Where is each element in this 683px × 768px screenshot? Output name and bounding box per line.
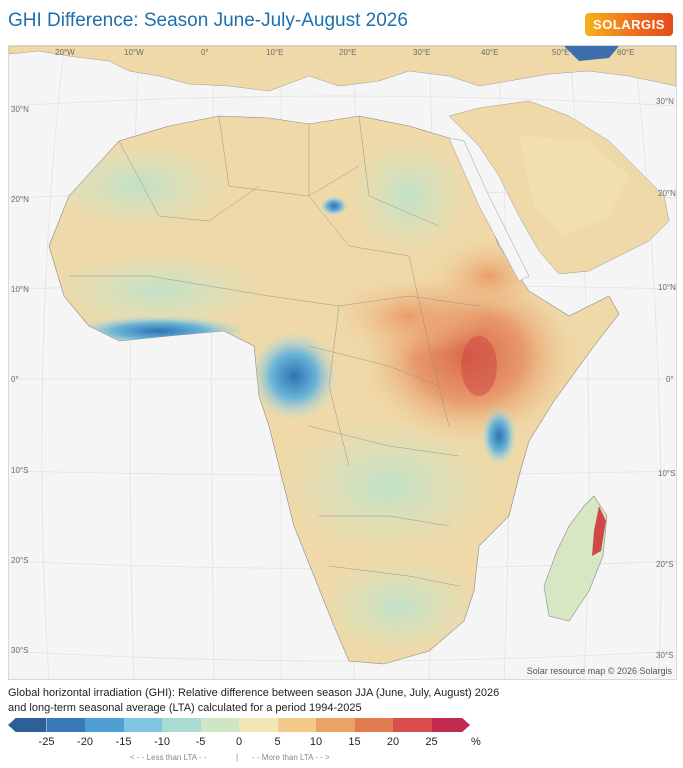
lat-label: 10°N [658,283,676,292]
black-sea [564,46,619,61]
legend-tick-label: -10 [154,736,170,748]
lat-label: 20°S [656,560,673,569]
legend-color-swatch [162,718,201,732]
legend-tick-label: -20 [77,736,93,748]
lat-label: 30°N [11,105,29,114]
legend-unit: % [471,736,481,748]
legend-less-label: < - - Less than LTA - - [130,753,207,762]
legend: -25 -20 -15 -10 -5 0 5 10 15 20 25 % < - - Less th… [8,718,481,762]
lat-label: 10°N [11,285,29,294]
map-canvas: 20°W 10°W 0° 10°E 20°E 30°E 40°E 50°E 60… [9,46,676,679]
legend-color-swatch [277,718,316,732]
legend-tick-label: -15 [115,736,132,748]
arabia-interior [519,136,629,236]
lon-label: 0° [201,48,209,57]
lat-label: 20°N [658,189,676,198]
ghi-difference-map[interactable]: 20°W 10°W 0° 10°E 20°E 30°E 40°E 50°E 60… [8,45,677,680]
legend-color-swatch [8,718,47,732]
legend-color-swatch [316,718,355,732]
legend-color-swatch [46,718,85,732]
lat-label: 30°S [656,651,673,660]
lat-label: 30°S [11,646,28,655]
legend-tick-label: 5 [274,736,281,748]
lon-label: 60°E [617,48,634,57]
lat-label: 20°S [11,556,28,565]
legend-color-swatch [85,718,124,732]
legend-tick-label: 10 [309,736,323,748]
legend-tick-label: 0 [235,736,243,748]
legend-more-label: - - More than LTA - - > [252,753,330,762]
legend-tick-label: -25 [38,736,55,748]
legend-tick-label: 20 [386,736,400,748]
madagascar-east-coast [592,506,606,556]
legend-color-ramp [8,718,470,732]
madagascar [543,495,608,622]
legend-tick-label: 25 [425,736,438,748]
legend-color-swatch [123,718,162,732]
legend-divider: | [236,753,239,762]
europe-land [9,46,676,92]
lon-label: 40°E [481,48,498,57]
lat-label: 0° [666,375,674,384]
caption-line-1: Global horizontal irradiation (GHI): Rel… [8,687,500,699]
solargis-logo[interactable]: SOLARGIS [585,13,673,36]
legend-color-swatch [431,718,470,732]
caption-line-2: and long-term seasonal average (LTA) cal… [8,702,362,714]
lon-label: 30°E [413,48,430,57]
map-credit: Solar resource map © 2026 Solargis [527,666,673,676]
lat-label: 10°S [11,466,28,475]
longitude-labels: 20°W 10°W 0° 10°E 20°E 30°E 40°E 50°E 60… [55,48,634,57]
map-title: GHI Difference: Season June-July-August … [8,10,408,31]
lat-label: 20°N [11,195,29,204]
legend-tick-label: -5 [195,736,206,748]
lat-label: 30°N [656,97,674,106]
red-sea [448,137,530,282]
legend-color-swatch [239,718,278,732]
latitude-labels-right: 30°N 20°N 10°N 0° 10°S 20°S 30°S [656,97,676,660]
country-borders [69,115,480,587]
legend-color-swatch [393,718,432,732]
lon-label: 20°W [55,48,75,57]
lon-label: 20°E [339,48,356,57]
map-caption: Global horizontal irradiation (GHI): Rel… [8,686,678,716]
lat-label: 10°S [658,469,675,478]
lon-label: 50°E [552,48,569,57]
legend-tick-label: 15 [348,736,361,748]
legend-color-swatch [200,718,239,732]
legend-color-swatch [354,718,393,732]
lat-label: 0° [11,375,19,384]
latitude-labels-left: 30°N 20°N 10°N 0° 10°S 20°S 30°S [11,105,29,655]
lon-label: 10°W [124,48,144,57]
logo-text: SOLARGIS [593,17,665,32]
lon-label: 10°E [266,48,283,57]
